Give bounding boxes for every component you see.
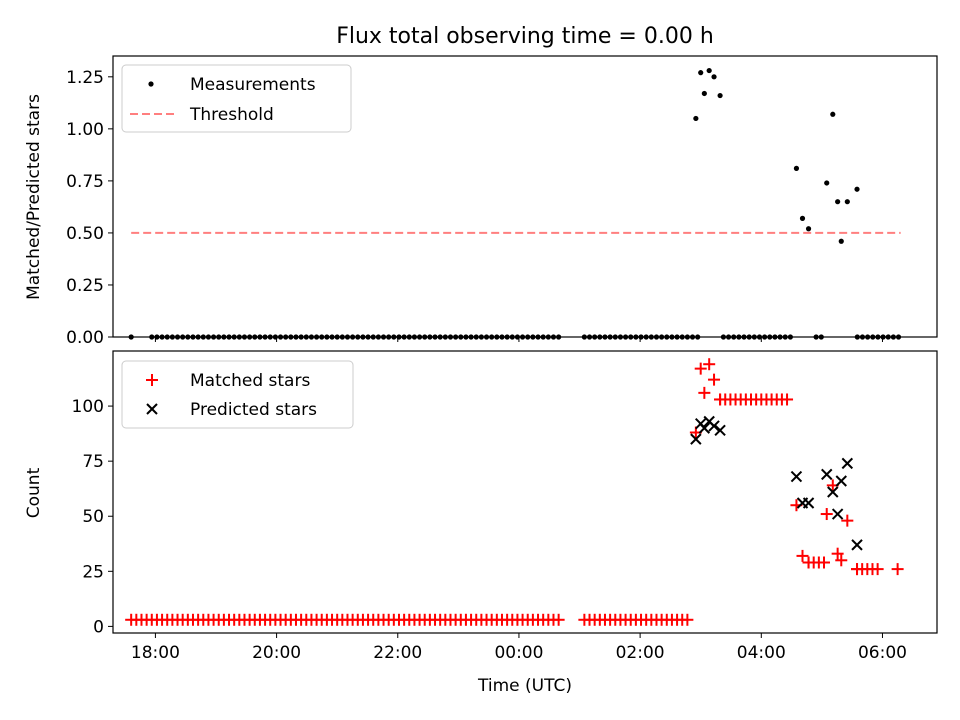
legend-measurements-marker [148, 81, 154, 87]
predicted-star-point [851, 539, 863, 551]
ratio-y-tick-label: 1.25 [66, 68, 104, 88]
ratio-y-ticks: 0.00 0.25 0.50 0.75 1.00 1.25 [66, 68, 113, 348]
measurement-point [844, 199, 850, 205]
matched-star-point [694, 362, 707, 375]
measurement-point [706, 67, 712, 74]
ratio-legend: Measurements Threshold [121, 64, 352, 133]
measurement-point [830, 111, 836, 117]
predicted-star-point [835, 475, 847, 487]
measurement-point [799, 215, 806, 221]
legend-predicted-label: Predicted stars [190, 400, 317, 420]
predicted-star-point [831, 508, 844, 520]
predicted-star-point [790, 470, 803, 483]
predicted-star-point [698, 422, 711, 434]
matched-star-point [818, 556, 831, 569]
matched-star-point [703, 358, 716, 371]
legend-matched-label: Matched stars [190, 371, 310, 391]
ratio-y-tick-label: 0.50 [66, 224, 104, 244]
predicted-star-point [827, 486, 839, 498]
predicted-star-point [841, 457, 854, 470]
counts-plot-area [125, 358, 904, 626]
predicted-star-point [714, 424, 726, 437]
ratio-x-ticks [154, 337, 883, 342]
measurement-point [838, 238, 844, 244]
counts-y-ticks: 0 25 50 75 100 [72, 397, 113, 637]
counts-legend-box [121, 360, 354, 429]
counts-x-tick-label: 02:00 [616, 643, 665, 663]
counts-y-tick-label: 75 [82, 452, 104, 472]
counts-axes: 0 25 50 75 100 18:00 20:00 22:00 00:00 02:00 04:0… [24, 350, 938, 696]
matched-star-point [851, 563, 864, 576]
counts-x-ticks: 18:00 20:00 22:00 00:00 02:00 04:00 06:00 [131, 633, 907, 663]
counts-y-tick-label: 0 [93, 617, 104, 637]
predicted-star-point [802, 497, 815, 509]
counts-x-tick-label: 06:00 [858, 643, 907, 663]
matched-star-point [552, 613, 565, 626]
measurement-point [835, 199, 841, 205]
measurement-point [854, 186, 860, 192]
ratio-axes-frame [112, 55, 938, 338]
measurement-point [698, 70, 704, 76]
matched-star-point [698, 386, 711, 399]
legend-measurements-label: Measurements [190, 75, 316, 95]
legend-matched-marker [146, 374, 158, 386]
matched-star-point [891, 563, 904, 576]
matched-star-point [708, 373, 721, 386]
counts-x-tick-label: 18:00 [131, 643, 180, 663]
legend-predicted-marker [146, 403, 158, 415]
matched-star-point [781, 393, 794, 406]
counts-y-tick-label: 100 [72, 397, 104, 417]
matched-star-point [835, 554, 848, 567]
counts-y-tick-label: 25 [82, 562, 104, 582]
matched-star-point [802, 556, 815, 569]
ratio-legend-box [121, 64, 352, 133]
counts-x-tick-label: 00:00 [494, 643, 543, 663]
counts-x-tick-label: 20:00 [252, 643, 301, 663]
predicted-star-point [690, 433, 702, 445]
counts-y-axis-label: Count [24, 467, 44, 518]
ratio-y-tick-label: 1.00 [66, 120, 104, 140]
ratio-y-tick-label: 0.25 [66, 276, 104, 296]
matched-star-point [831, 547, 844, 560]
measurement-point [824, 180, 830, 186]
legend-threshold-label: Threshold [189, 105, 274, 125]
counts-axes-frame [112, 350, 938, 634]
matched-star-point [820, 508, 833, 521]
measurement-point [701, 90, 707, 97]
predicted-star-point [821, 468, 833, 481]
x-axis-label: Time (UTC) [477, 676, 572, 696]
measurement-point [793, 165, 800, 171]
measurement-point [717, 92, 723, 99]
matched-star-point [681, 613, 694, 626]
measurement-point [805, 226, 812, 232]
matched-star-point [871, 563, 884, 576]
counts-x-tick-label: 22:00 [373, 643, 422, 663]
measurement-point [711, 74, 717, 80]
counts-legend: Matched stars Predicted stars [121, 360, 354, 429]
counts-x-tick-label: 04:00 [737, 643, 786, 663]
measurement-point [693, 115, 699, 122]
ratio-y-tick-label: 0.75 [66, 172, 104, 192]
counts-y-tick-label: 50 [82, 507, 104, 527]
figure-title: Flux total observing time = 0.00 h [336, 24, 714, 49]
ratio-y-axis-label: Matched/Predicted stars [24, 94, 44, 300]
ratio-axes: 0.00 0.25 0.50 0.75 1.00 1.25 Matched/Predict… [24, 55, 938, 348]
predicted-star-point [708, 420, 720, 432]
matched-star-point [714, 393, 727, 406]
matched-star-point [841, 514, 854, 527]
ratio-y-tick-label: 0.00 [66, 328, 104, 348]
matched-star-point [796, 549, 809, 562]
